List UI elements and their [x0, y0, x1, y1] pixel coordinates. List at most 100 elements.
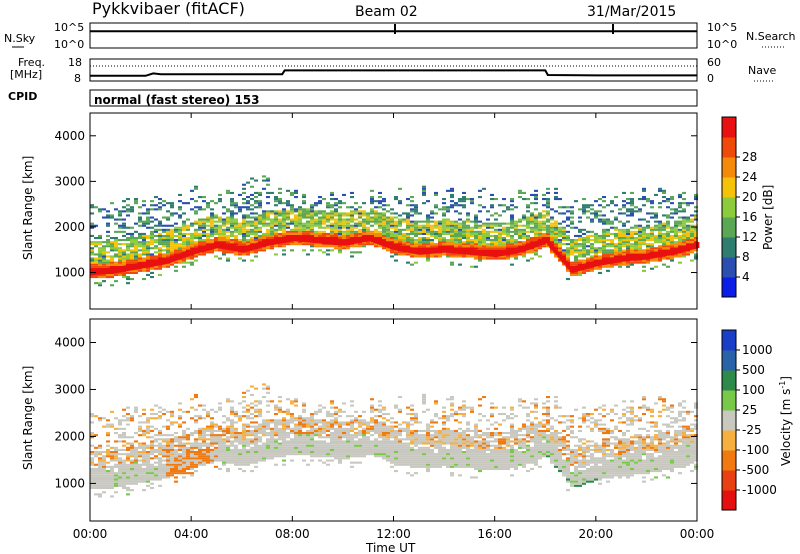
power-cell — [454, 228, 458, 231]
power-cell — [374, 212, 378, 215]
power-cell — [498, 255, 502, 258]
power-cell — [118, 239, 122, 242]
trace-cell — [599, 259, 603, 266]
power-cell — [238, 232, 242, 235]
velocity-cell — [238, 467, 242, 470]
velocity-cell — [230, 408, 234, 411]
power-cell — [678, 202, 682, 205]
power-cell — [490, 241, 494, 244]
power-cell — [582, 204, 586, 207]
velocity-cell — [350, 455, 354, 458]
power-cell — [198, 196, 202, 199]
power-cell — [446, 222, 450, 225]
velocity-cell — [230, 453, 234, 456]
velocity-cell — [98, 463, 102, 466]
power-cell — [674, 234, 678, 237]
power-cell — [242, 230, 246, 233]
power-cell — [366, 214, 370, 217]
power-cell — [598, 214, 602, 217]
velocity-cell — [342, 446, 346, 449]
power-cell — [542, 216, 546, 219]
power-cell — [222, 206, 226, 209]
power-cell — [562, 249, 566, 252]
power-cell — [242, 214, 246, 217]
velocity-cell — [122, 434, 126, 437]
power-cell — [174, 241, 178, 244]
power-cell — [254, 200, 258, 203]
power-cell — [306, 226, 310, 229]
power-cell — [150, 265, 154, 268]
velocity-cell — [138, 472, 142, 475]
velocity-cell — [190, 474, 194, 477]
power-cell — [562, 228, 566, 231]
velocity-cell — [298, 436, 302, 439]
power-cell — [182, 249, 186, 252]
power-cell — [90, 241, 94, 244]
velocity-cell — [222, 432, 226, 435]
power-cell — [310, 222, 314, 225]
power-cell — [274, 234, 278, 237]
trace-cell — [460, 248, 463, 254]
power-cell — [142, 224, 146, 227]
power-cell — [478, 220, 482, 223]
velocity-cell — [114, 451, 118, 454]
power-cell — [286, 230, 290, 233]
power-cell — [102, 276, 106, 279]
trace-cell — [589, 261, 593, 268]
power-cell — [122, 230, 126, 233]
velocity-cell — [270, 438, 274, 441]
power-cell — [654, 259, 658, 262]
power-cell — [430, 216, 434, 219]
power-cell — [366, 228, 370, 231]
beam-label: Beam 02 — [355, 4, 418, 20]
velocity-cell — [310, 434, 314, 437]
power-cell — [110, 247, 114, 250]
power-cell — [402, 237, 406, 240]
power-cell — [626, 210, 630, 213]
power-cell — [362, 245, 366, 248]
power-cell — [98, 241, 102, 244]
trace-cell — [114, 267, 117, 274]
power-cell — [266, 224, 270, 227]
velocity-cell — [322, 406, 326, 409]
power-cell — [198, 218, 202, 221]
power-cell — [150, 243, 154, 246]
trace-cell — [608, 258, 611, 264]
velocity-cell — [162, 459, 166, 462]
velocity-cell — [170, 453, 174, 456]
velocity-cell — [134, 470, 138, 473]
power-cell — [458, 200, 462, 203]
power-cell — [226, 249, 230, 252]
trace-cell — [280, 237, 283, 244]
power-cell — [518, 230, 522, 233]
power-cell — [254, 216, 258, 219]
velocity-cell — [206, 453, 210, 456]
trace-cell — [403, 246, 406, 253]
power-cell — [642, 243, 646, 246]
power-cell — [262, 214, 266, 217]
trace-cell — [179, 253, 182, 260]
power-cell — [106, 224, 110, 227]
power-cell — [578, 237, 582, 240]
power-cell — [246, 230, 250, 233]
power-cell — [94, 263, 98, 266]
power-cell — [374, 228, 378, 231]
velocity-cell — [294, 427, 298, 430]
velocity-cell — [170, 470, 174, 473]
trace-cell — [183, 251, 186, 258]
power-cell — [410, 214, 414, 217]
trace-cell — [294, 235, 297, 242]
power-cell — [350, 234, 354, 237]
power-cell — [566, 269, 570, 272]
power-cell — [554, 255, 558, 258]
velocity-cell — [126, 482, 130, 485]
power-cell — [450, 204, 454, 207]
velocity-cell — [134, 446, 138, 449]
power-cell — [662, 224, 666, 227]
power-cell — [506, 226, 510, 229]
power-cell — [526, 234, 530, 237]
power-cell — [678, 261, 682, 264]
power-cell — [282, 249, 286, 252]
power-cell — [550, 230, 554, 233]
velocity-cell — [238, 455, 242, 458]
